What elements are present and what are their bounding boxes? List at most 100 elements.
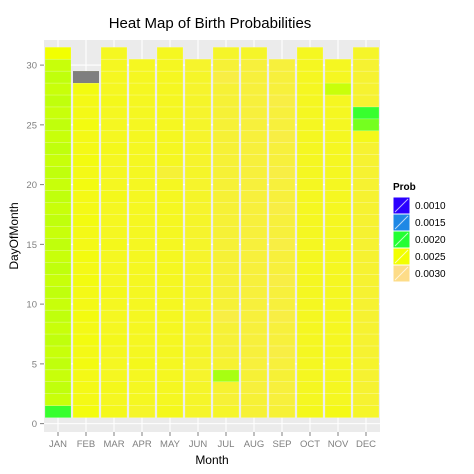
heatmap-cell xyxy=(296,345,324,359)
heatmap-cell xyxy=(44,238,72,251)
heatmap-cell xyxy=(268,154,296,167)
heatmap-cell xyxy=(212,142,240,155)
heatmap-cell xyxy=(352,142,380,155)
heatmap-cell xyxy=(352,202,380,215)
heatmap-cell xyxy=(156,333,184,347)
heatmap-cell xyxy=(44,142,72,155)
heatmap-cell xyxy=(156,393,184,406)
heatmap-cell xyxy=(296,333,324,347)
heatmap-cell xyxy=(212,178,240,191)
heatmap-cell xyxy=(324,118,352,132)
heatmap-cell xyxy=(240,82,268,96)
heatmap-cell xyxy=(296,381,324,394)
heatmap-cell xyxy=(128,381,156,394)
heatmap-cell xyxy=(128,130,156,143)
heatmap-cell xyxy=(268,166,296,179)
heatmap-cell xyxy=(240,393,268,406)
heatmap-cell xyxy=(72,154,100,167)
heatmap-cell xyxy=(100,106,128,120)
heatmap-cell xyxy=(128,357,156,371)
heatmap-cell xyxy=(44,70,72,84)
heatmap-cell xyxy=(184,309,212,323)
heatmap-cell xyxy=(44,357,72,371)
heatmap-cell xyxy=(268,178,296,191)
heatmap-cell xyxy=(72,345,100,359)
heatmap-cell xyxy=(72,274,100,287)
heatmap-cell xyxy=(128,285,156,299)
heatmap-cell xyxy=(184,250,212,263)
heatmap-cell xyxy=(156,285,184,299)
heatmap-cell xyxy=(72,262,100,275)
heatmap-cell xyxy=(268,106,296,120)
legend-label: 0.0010 xyxy=(415,201,446,212)
heatmap-cell xyxy=(324,94,352,108)
heatmap-cell xyxy=(268,369,296,383)
heatmap-cell xyxy=(324,309,352,323)
heatmap-cell xyxy=(72,142,100,155)
heatmap-cell xyxy=(100,70,128,84)
heatmap-cell xyxy=(100,309,128,323)
heatmap-cell xyxy=(184,357,212,371)
heatmap-cell xyxy=(100,357,128,371)
heatmap-cell xyxy=(352,333,380,347)
heatmap-cell xyxy=(128,333,156,347)
heatmap-cell xyxy=(184,405,212,418)
heatmap-cell xyxy=(156,321,184,335)
heatmap-cells xyxy=(44,46,380,418)
heatmap-cell xyxy=(352,178,380,191)
x-tick-label: NOV xyxy=(328,439,349,450)
heatmap-cell xyxy=(212,405,240,418)
heatmap-cell xyxy=(184,202,212,215)
heatmap-cell xyxy=(268,70,296,84)
heatmap-cell xyxy=(72,381,100,394)
heatmap-cell xyxy=(100,321,128,335)
x-tick-label: AUG xyxy=(244,439,265,450)
heatmap-cell xyxy=(352,106,380,120)
heatmap-cell xyxy=(44,405,72,418)
x-tick-label: MAY xyxy=(160,439,181,450)
heatmap-cell xyxy=(240,214,268,227)
heatmap-cell xyxy=(240,357,268,371)
y-tick-label: 10 xyxy=(26,300,37,311)
heatmap-cell xyxy=(128,142,156,155)
y-axis-title: DayOfMonth xyxy=(7,202,21,269)
heatmap-cell xyxy=(240,118,268,132)
heatmap-cell xyxy=(128,405,156,418)
heatmap-cell xyxy=(184,345,212,359)
heatmap-cell xyxy=(324,130,352,143)
heatmap-cell xyxy=(296,274,324,287)
heatmap-cell xyxy=(44,46,72,60)
heatmap-cell-missing xyxy=(73,71,99,84)
heatmap-cell xyxy=(296,46,324,60)
heatmap-cell xyxy=(324,178,352,191)
heatmap-cell xyxy=(212,82,240,96)
heatmap-cell xyxy=(72,82,100,96)
heatmap-cell xyxy=(296,405,324,418)
x-tick-label: SEP xyxy=(272,439,291,450)
heatmap-cell xyxy=(240,142,268,155)
heatmap-cell xyxy=(184,285,212,299)
heatmap-cell xyxy=(324,70,352,84)
heatmap-cell xyxy=(128,154,156,167)
x-tick-label: JUN xyxy=(189,439,208,450)
heatmap-cell xyxy=(240,226,268,239)
heatmap-cell xyxy=(212,154,240,167)
heatmap-cell xyxy=(324,82,352,96)
heatmap-cell xyxy=(352,58,380,72)
heatmap-cell xyxy=(296,130,324,143)
heatmap-cell xyxy=(128,309,156,323)
heatmap-cell xyxy=(324,393,352,406)
heatmap-cell xyxy=(128,58,156,72)
heatmap-cell xyxy=(184,130,212,143)
heatmap-cell xyxy=(296,309,324,323)
heatmap-cell xyxy=(156,190,184,203)
heatmap-cell xyxy=(156,70,184,84)
heatmap-cell xyxy=(296,262,324,275)
heatmap-cell xyxy=(184,381,212,394)
heatmap-cell xyxy=(100,202,128,215)
heatmap-cell xyxy=(352,82,380,96)
heatmap-cell xyxy=(268,262,296,275)
legend-label: 0.0015 xyxy=(415,218,446,229)
x-tick-label: JAN xyxy=(49,439,67,450)
heatmap-cell xyxy=(240,250,268,263)
